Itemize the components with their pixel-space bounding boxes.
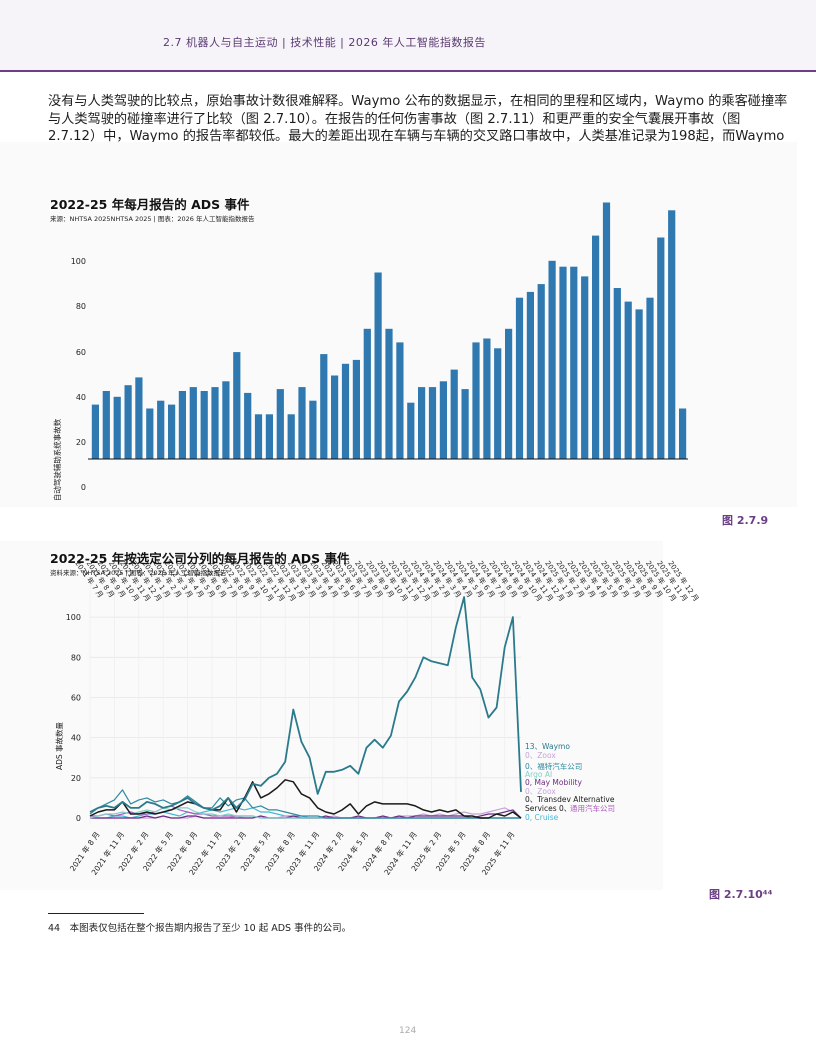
bar — [113, 396, 121, 459]
bar — [331, 375, 339, 459]
bar — [352, 359, 360, 459]
bar — [265, 414, 273, 459]
legend-label: 0、Transdev Alternative — [525, 795, 615, 804]
figure-card-2 — [0, 541, 663, 890]
figure-label-1: 图 2.7.9 — [722, 514, 769, 527]
legend-label: Argo AI — [525, 770, 552, 779]
bar-ytick-label: 80 — [76, 302, 86, 311]
line-ytick-label: 40 — [71, 734, 81, 743]
line-chart-ylabel: ADS 事故数量 — [54, 721, 64, 770]
bar — [592, 235, 600, 459]
bar — [341, 363, 350, 459]
line-ytick-label: 20 — [71, 774, 81, 783]
legend-label: 0, Cruise — [525, 813, 559, 822]
bar — [461, 389, 469, 459]
bar — [428, 387, 437, 459]
bar — [385, 328, 393, 459]
bar — [244, 392, 252, 459]
bar — [124, 385, 132, 459]
series-line — [89, 789, 521, 819]
header-breadcrumb: 2.7 机器人与自主运动 | 技术性能 | 2026 年人工智能指数报告 — [163, 36, 486, 49]
bar — [581, 276, 589, 459]
legend-label: 0、Zoox — [525, 787, 556, 796]
bar-chart-source: 来源：NHTSA 2025NHTSA 2025 | 图表：2026 年人工智能指… — [50, 214, 255, 223]
bar — [298, 387, 306, 459]
bar-ytick-label: 20 — [76, 438, 86, 447]
bar-ytick-label: 0 — [81, 483, 86, 492]
bar-chart-title: 2022-25 年每月报告的 ADS 事件 — [50, 197, 250, 212]
report-header: 2.7 机器人与自主运动 | 技术性能 | 2026 年人工智能指数报告 — [0, 0, 816, 72]
bar — [505, 328, 513, 459]
bar-ytick-label: 60 — [76, 348, 86, 357]
line-chart-title: 2022-25 年按选定公司分列的每月报告的 ADS 事件 — [50, 551, 350, 566]
page-number: 124 — [399, 1026, 417, 1036]
bar — [146, 408, 154, 459]
figure-label-2: 图 2.7.10⁴⁴ — [709, 888, 773, 901]
bar-chart: 2022-25 年每月报告的 ADS 事件 来源：NHTSA 2025NHTSA… — [50, 197, 688, 501]
footnote-divider — [48, 913, 144, 914]
legend-label: 通用汽车公司 — [570, 803, 615, 813]
line-ytick-label: 80 — [71, 653, 81, 662]
bar — [635, 309, 643, 459]
bar-ytick-label: 40 — [76, 393, 86, 402]
legend-label: 13、Waymo — [525, 742, 570, 751]
bar — [494, 348, 502, 459]
line-ytick-label: 60 — [71, 694, 81, 703]
bar — [233, 352, 241, 459]
bar — [483, 338, 491, 459]
bar — [254, 414, 263, 459]
bar — [320, 354, 328, 459]
bar — [439, 381, 447, 459]
bar — [472, 342, 480, 459]
bar — [613, 288, 621, 459]
bar — [276, 389, 284, 459]
bar — [668, 210, 676, 459]
bar — [178, 391, 186, 459]
bar — [189, 387, 197, 459]
bar — [157, 400, 165, 459]
bar — [570, 266, 578, 459]
legend-label: 0、福特汽车公司 — [525, 761, 582, 771]
bar — [407, 402, 415, 459]
line-ytick-label: 0 — [76, 814, 81, 823]
legend-label: 0, May Mobility — [525, 778, 582, 787]
legend-label: 0、Zoox — [525, 751, 556, 760]
series-line — [89, 596, 522, 813]
bar-chart-ylabel: 自动驾驶辅助系统事故数 — [52, 418, 62, 501]
bar — [363, 328, 371, 459]
bar — [548, 260, 556, 459]
bar — [135, 377, 143, 459]
bar — [102, 391, 110, 459]
line-ytick-label: 100 — [66, 613, 81, 622]
bar — [168, 404, 176, 459]
bar — [211, 387, 219, 459]
bar — [657, 237, 665, 459]
line-chart-source: 资料来源：NHTSA 2025 | 图表：2026 年人工智能指数报告 — [50, 568, 227, 577]
legend-label: Services 0、 — [525, 804, 571, 813]
bar — [309, 400, 317, 459]
bar — [526, 291, 534, 459]
bar — [396, 342, 404, 459]
bar — [624, 301, 632, 459]
series-line — [89, 779, 522, 819]
bar — [418, 387, 426, 459]
bar — [200, 391, 208, 459]
bar — [91, 404, 99, 459]
footnote: 44 本图表仅包括在整个报告期内报告了至少 10 起 ADS 事件的公司。 — [48, 923, 352, 934]
bar — [374, 272, 382, 459]
bar — [450, 369, 458, 459]
bar-ytick-label: 100 — [71, 257, 86, 266]
bar — [515, 297, 524, 459]
bar — [679, 408, 687, 459]
bar — [559, 266, 567, 459]
bar — [646, 297, 654, 459]
bar — [602, 202, 611, 459]
bar — [222, 381, 230, 459]
bar — [287, 414, 295, 459]
bar — [537, 284, 545, 459]
